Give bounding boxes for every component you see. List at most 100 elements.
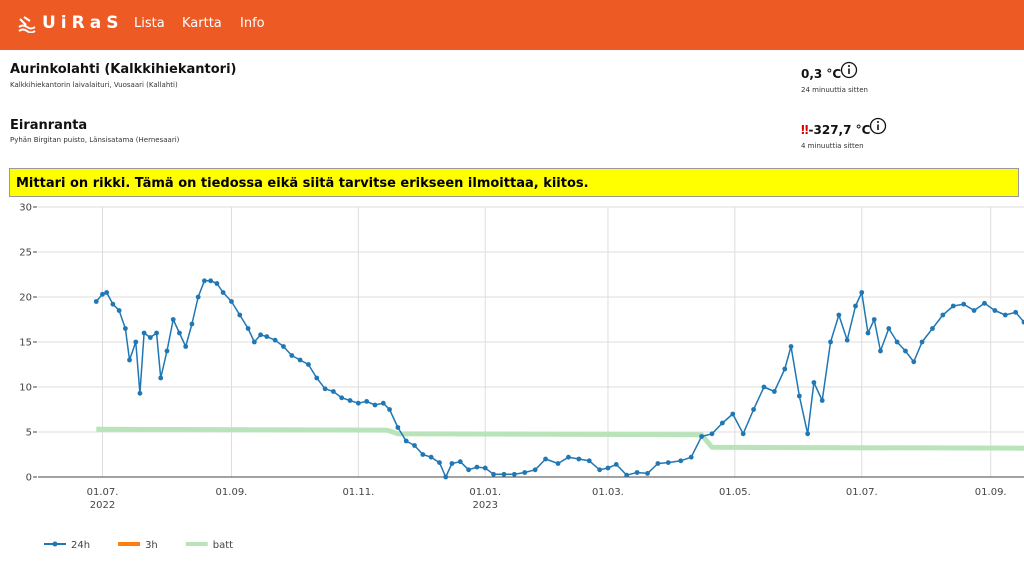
station-name: Aurinkolahti (Kalkkihiekantori) [10,62,237,77]
point [251,339,257,345]
x-tick-label: 01.03. [592,487,624,498]
point [566,454,571,460]
point [93,299,99,304]
point [170,317,176,322]
point [665,460,671,465]
point [576,456,582,462]
logo[interactable]: UiRaS [42,13,124,33]
point [364,399,370,404]
point [771,389,777,394]
point [177,330,182,336]
warning: Mittari on rikki. Tämä on tiedossa eikä … [9,168,1019,197]
point [911,359,917,365]
point [522,470,528,475]
x-tick-year: 2023 [473,500,498,511]
point [930,326,935,331]
point [122,326,128,331]
point [437,460,442,465]
point [133,339,139,345]
point [1021,319,1024,325]
point [322,386,328,392]
point [395,425,401,430]
x-tick-label: 01.09. [216,487,248,498]
point [158,375,164,381]
point [532,467,538,473]
point [330,389,336,394]
station-location: Kalkkihiekantorin laivalaituri, Vuosaari… [10,81,178,89]
y-tick-label: 25 [19,248,32,259]
point [314,375,320,381]
legend-item[interactable]: 3h [118,540,158,551]
point [634,470,640,475]
point [699,434,704,439]
point [688,454,694,460]
point [613,462,619,467]
station[interactable]: Eiranranta Pyhän Birgitan puisto, Länsis… [10,118,179,144]
legend-item[interactable]: batt [185,540,233,551]
temp-value: 0,3 °C [801,67,842,81]
y-tick-label: 15 [19,338,32,349]
point [878,348,883,354]
point [886,326,892,331]
x-tick-label: 01.07. [846,487,878,498]
point [297,357,303,363]
nav-link[interactable]: Kartta [182,16,222,31]
point [950,303,956,309]
point [805,431,811,437]
point [871,317,877,322]
point [761,384,767,390]
point [740,431,746,437]
point [100,291,105,297]
temperature: ‼-327,7 °C [801,123,870,137]
point [116,308,122,313]
point [443,474,449,480]
x-tick-label: 01.05. [719,487,751,498]
point [428,454,434,460]
point [828,339,833,345]
point [730,411,736,417]
point [208,278,214,284]
point [127,357,132,363]
nav-link[interactable]: Lista [134,16,165,31]
point [940,312,946,318]
legend-label: 3h [145,540,158,551]
point [137,390,143,396]
series-line [96,426,1024,451]
legend-marker [52,541,58,547]
point [903,348,908,354]
point [289,353,295,358]
point [466,467,471,473]
legend-label: batt [213,540,233,551]
logo-icon [18,16,36,33]
point [449,461,455,466]
point [919,339,925,345]
x-tick-label: 01.01. [469,487,501,498]
age: 24 minuuttia sitten [801,86,868,94]
station-name: Eiranranta [10,118,88,133]
info-icon[interactable] [869,117,887,135]
nav-link[interactable]: Info [240,16,265,31]
point [992,308,998,313]
point [819,398,825,403]
point [482,465,488,471]
point [751,407,756,412]
point [214,281,220,286]
point [511,471,517,477]
point [971,308,977,313]
legend-item[interactable]: 24h [44,540,90,551]
point [624,472,630,478]
point [258,332,263,338]
point [183,344,189,349]
point [782,366,788,372]
point [811,380,817,385]
point [543,456,548,462]
station[interactable]: Aurinkolahti (Kalkkihiekantori) Kalkkihi… [10,62,237,89]
point [264,334,270,339]
point [836,312,842,318]
point [281,344,286,349]
point [220,290,226,295]
point [1013,309,1019,315]
legend-label: 24h [71,540,90,551]
point [586,458,592,464]
info-icon[interactable] [840,61,858,79]
